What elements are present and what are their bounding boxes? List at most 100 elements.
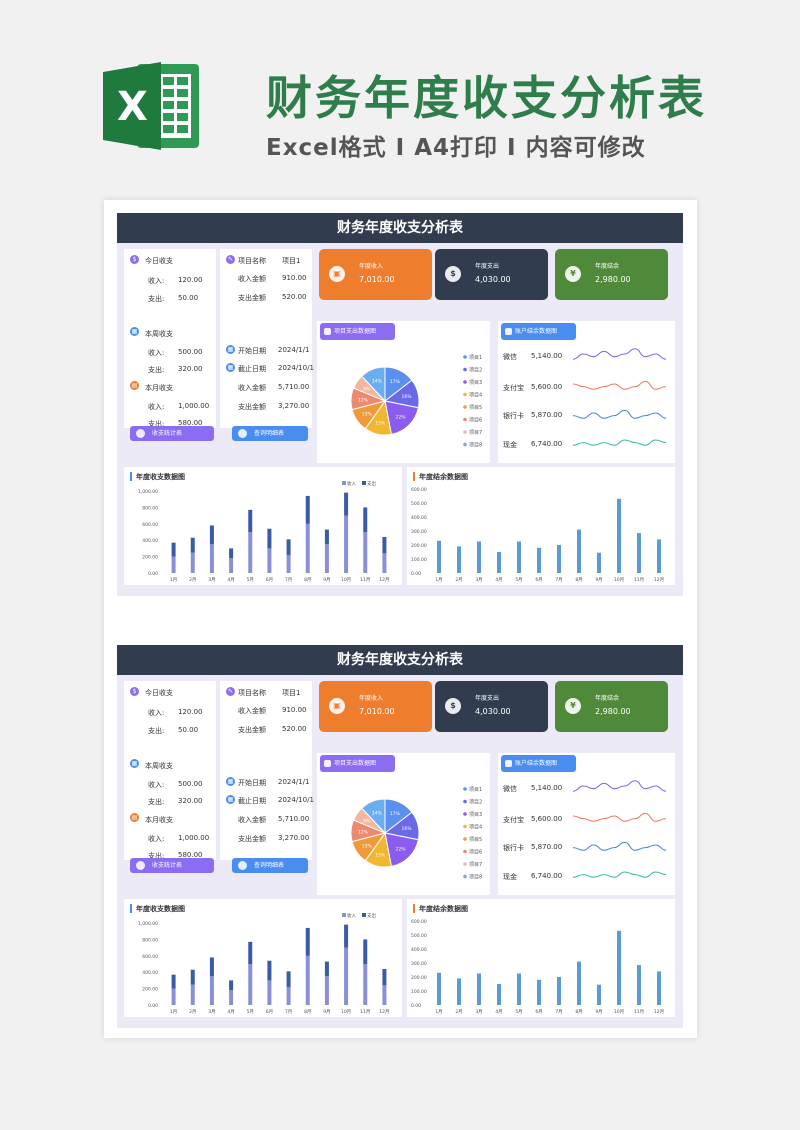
search-icon <box>238 861 247 870</box>
pie-legend-marker <box>463 812 467 816</box>
pie-legend-label: 项目8 <box>469 443 482 449</box>
y-tick-label: 600.00 <box>142 522 158 528</box>
account-wechat-value: 5,140.00 <box>531 784 563 792</box>
total-expense-value: 3,270.00 <box>278 834 310 842</box>
kpi-income: ▣ 年度收入 7,010.00 <box>319 681 432 732</box>
balance-chart-card: 年度结余数据图 0.00 100.00 200.00 300.00 400.00 500.… <box>407 899 675 1017</box>
account-cash-value: 6,740.00 <box>531 440 563 448</box>
annual-bar-chart: 0.00 200.00 400.00 600.00 800.00 1,000.00 1月 2月… <box>138 912 390 1015</box>
y-tick-label: 0.00 <box>411 571 421 577</box>
pie-slice-label: 13% <box>362 844 373 850</box>
pie-slice-label: 13% <box>362 412 373 418</box>
today-income-value: 120.00 <box>178 276 203 284</box>
bar-收入 <box>344 947 349 1005</box>
bar-支出 <box>248 941 253 964</box>
legend-marker <box>342 481 346 485</box>
yen-icon: ¥ <box>565 698 581 714</box>
x-tick-label: 3月 <box>208 577 215 583</box>
y-tick-label: 800.00 <box>142 505 158 511</box>
bar-收入 <box>171 556 176 573</box>
stats-table-button[interactable]: 收支统计表 <box>130 858 214 873</box>
pie-slice-label: 22% <box>396 415 407 421</box>
yen-icon: ¥ <box>565 266 581 282</box>
x-tick-label: 11月 <box>634 1009 644 1015</box>
balance-bar <box>557 977 561 1005</box>
y-tick-label: 200.00 <box>411 975 427 981</box>
sparkline-2 <box>572 380 667 390</box>
x-tick-label: 7月 <box>555 1009 562 1015</box>
pie-slice-label: 16% <box>402 826 413 832</box>
pie-legend-marker <box>463 862 467 866</box>
today-income-value: 120.00 <box>178 708 203 716</box>
kpi-expense-label: 年度支出 <box>475 695 500 702</box>
y-tick-label: 500.00 <box>411 501 427 507</box>
project-income-value: 910.00 <box>282 274 307 282</box>
x-tick-label: 11月 <box>634 577 644 583</box>
account-alipay-label: 支付宝 <box>503 384 524 392</box>
pie-legend-marker <box>463 849 467 854</box>
bar-支出 <box>286 971 291 987</box>
annual-bar-chart: 0.00 200.00 400.00 600.00 800.00 1,000.00 1月 2月… <box>138 480 390 583</box>
pie-slice-label: 22% <box>396 847 407 853</box>
stats-table-button-label: 收支统计表 <box>152 430 183 437</box>
bar-收入 <box>363 532 368 573</box>
balance-bar <box>617 498 621 573</box>
week-expense-value: 320.00 <box>178 365 203 373</box>
start-date-value: 2024/1/1 <box>278 778 310 786</box>
page-title: 财务年度收支分析表 <box>266 71 707 125</box>
detail-table-button[interactable]: 查询明细表 <box>232 426 308 441</box>
legend-label: 支出 <box>367 480 376 487</box>
x-tick-label: 1月 <box>170 1009 177 1015</box>
balance-bar <box>577 529 581 573</box>
x-tick-label: 7月 <box>285 577 292 583</box>
pie-legend-label: 项目4 <box>469 825 482 831</box>
total-expense-label: 支出金额 <box>238 403 266 411</box>
project-income-label: 收入金额 <box>238 707 266 715</box>
x-tick-label: 10月 <box>614 1009 624 1015</box>
y-tick-label: 400.00 <box>142 538 158 544</box>
wallet-icon: ▣ <box>329 698 345 714</box>
x-tick-label: 1月 <box>435 1009 442 1015</box>
x-tick-label: 3月 <box>208 1009 215 1015</box>
stats-table-button[interactable]: 收支统计表 <box>130 426 214 441</box>
kpi-income-label: 年度收入 <box>359 263 384 270</box>
sparkline-1 <box>572 780 667 792</box>
detail-table-button[interactable]: 查询明细表 <box>232 858 308 873</box>
y-tick-label: 1,000.00 <box>138 921 158 927</box>
pie-legend-marker <box>463 787 467 791</box>
pie-chart: 17% 16% 22% 15%13% 12% 8%14% 项目1 项目2 项目3 项目4 项目5 项目… <box>350 355 482 449</box>
pie-legend-marker <box>463 874 467 879</box>
pie-legend-marker <box>463 430 467 434</box>
pie-legend-marker <box>463 442 467 447</box>
sparkline-chart <box>572 780 667 878</box>
account-wechat-label: 微信 <box>503 785 517 793</box>
balance-chart-title: 年度结余数据图 <box>413 904 468 914</box>
kpi-balance-label: 年度结余 <box>595 263 620 270</box>
balance-bar <box>597 552 601 573</box>
dollar-icon: $ <box>445 266 461 282</box>
balance-bar <box>577 961 581 1005</box>
annual-chart-title: 年度收支数据图 <box>130 904 185 914</box>
balance-bar <box>637 533 641 573</box>
start-date-label: 开始日期 <box>238 779 266 787</box>
balance-bar <box>557 545 561 573</box>
y-tick-label: 400.00 <box>142 970 158 976</box>
bar-支出 <box>324 961 329 977</box>
pie-legend-label: 项目4 <box>469 393 482 399</box>
today-label: 今日收支 <box>145 257 173 265</box>
x-tick-label: 11月 <box>360 577 370 583</box>
pie-legend-label: 项目5 <box>469 837 482 843</box>
kpi-income-value: 7,010.00 <box>359 275 395 284</box>
legend-label: 支出 <box>367 912 376 919</box>
bar-支出 <box>363 507 368 532</box>
balance-bar <box>437 972 441 1005</box>
legend-marker <box>342 913 346 917</box>
month-icon: ▤ <box>130 813 139 822</box>
account-bank-value: 5,870.00 <box>531 411 563 419</box>
x-tick-label: 12月 <box>654 577 664 583</box>
project-expense-chart-card: 项目支出数据图 17% 16% 22% 15% 13% 12% 8% 14% 项目1 项目2 项目3… <box>317 321 490 463</box>
balance-bar-chart: 0.00 100.00 200.00 300.00 400.00 500.00 600.00… <box>411 919 664 1015</box>
dollar-icon: $ <box>445 698 461 714</box>
y-tick-label: 300.00 <box>411 961 427 967</box>
y-tick-label: 400.00 <box>411 515 427 521</box>
